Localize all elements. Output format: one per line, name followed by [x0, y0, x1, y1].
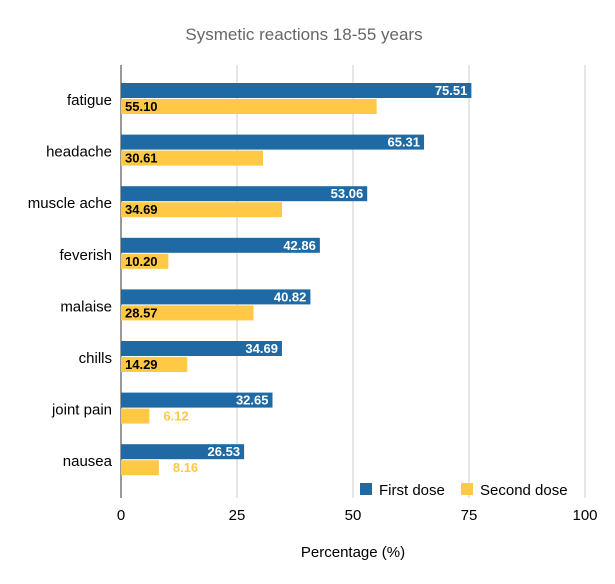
bar-first-dose	[121, 186, 368, 202]
category-label: chills	[79, 350, 112, 367]
data-label-second-dose: 14.29	[125, 357, 158, 372]
data-label-first-dose: 42.86	[283, 238, 316, 253]
category-label: muscle ache	[28, 195, 112, 212]
data-label-second-dose: 55.10	[125, 99, 158, 114]
bar-second-dose	[121, 253, 169, 269]
bar-second-dose	[121, 460, 159, 476]
category-label: joint pain	[51, 402, 112, 419]
x-tick-label: 100	[572, 507, 597, 524]
legend-swatch	[360, 483, 372, 495]
legend-swatch	[461, 483, 473, 495]
x-tick-label: 0	[117, 507, 125, 524]
bar-second-dose	[121, 99, 377, 114]
bar-first-dose	[121, 392, 273, 408]
x-axis-label: Percentage (%)	[301, 544, 405, 561]
bar-first-dose	[121, 444, 245, 460]
bar-first-dose	[121, 341, 282, 356]
data-label-first-dose: 34.69	[245, 341, 278, 356]
legend: First dose Second dose	[360, 482, 568, 499]
category-label: nausea	[63, 453, 113, 470]
category-label: fatigue	[67, 92, 112, 109]
x-tick-label: 25	[229, 507, 246, 524]
bar-second-dose	[121, 150, 264, 166]
data-label-second-dose: 10.20	[125, 254, 158, 269]
bar-second-dose	[121, 357, 188, 372]
legend-label: First dose	[379, 482, 445, 499]
bar-second-dose	[121, 202, 282, 218]
bar-first-dose	[121, 134, 425, 150]
data-label-second-dose: 8.16	[173, 460, 198, 475]
legend-label: Second dose	[480, 482, 568, 499]
data-label-second-dose: 34.69	[125, 202, 158, 217]
data-label-second-dose: 30.61	[125, 151, 158, 166]
data-label-first-dose: 53.06	[331, 186, 364, 201]
bar-first-dose	[121, 289, 311, 305]
data-label-second-dose: 6.12	[163, 409, 188, 424]
x-tick-label: 75	[461, 507, 478, 524]
data-label-first-dose: 26.53	[208, 444, 241, 459]
bar-first-dose	[121, 83, 472, 98]
category-label: headache	[46, 144, 112, 161]
data-label-first-dose: 40.82	[274, 289, 307, 304]
category-label: feverish	[59, 247, 112, 264]
x-tick-labels: 0 25 50 75 100	[117, 507, 598, 524]
gridlines	[120, 65, 586, 498]
data-label-first-dose: 65.31	[387, 135, 420, 150]
bar-second-dose	[121, 408, 150, 424]
data-label-second-dose: 28.57	[125, 305, 158, 320]
bars: 75.51 55.10 65.31 30.61 53.06 34.69 42.86 10.20…	[121, 83, 472, 476]
category-label: malaise	[60, 298, 112, 315]
bar-second-dose	[121, 305, 254, 321]
category-labels: fatigue headache muscle ache feverish malais…	[28, 92, 113, 470]
bar-first-dose	[121, 237, 320, 253]
data-label-first-dose: 75.51	[435, 83, 468, 98]
data-label-first-dose: 32.65	[236, 393, 269, 408]
chart-title: Sysmetic reactions 18-55 years	[185, 25, 422, 44]
x-tick-label: 50	[345, 507, 362, 524]
